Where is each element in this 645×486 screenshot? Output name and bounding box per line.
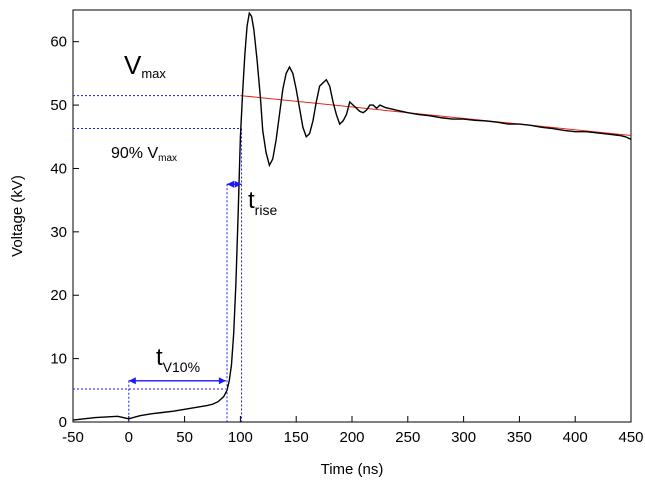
trise-label: trise (248, 187, 277, 218)
x-tick-label: 450 (618, 429, 643, 446)
y-tick-label: 0 (59, 414, 67, 431)
trise-arrow-head-left (227, 180, 235, 188)
v90-label: 90% Vmax (111, 145, 177, 164)
annotation-arrows (128, 180, 242, 385)
x-tick-label: 250 (395, 429, 420, 446)
tv10-arrow-head-right (218, 377, 226, 385)
y-tick-label: 30 (50, 224, 67, 241)
x-tick-label: 300 (451, 429, 476, 446)
tv10-label: tV10% (156, 344, 200, 375)
y-axis-title: Voltage (kV) (9, 175, 26, 257)
y-tick-label: 60 (50, 34, 67, 51)
vmax-label-sub: max (141, 66, 166, 81)
tv10-arrow-head-left (128, 377, 136, 385)
trise-label-base: t (248, 187, 255, 214)
y-tick-label: 10 (50, 351, 67, 368)
y-tick-label: 20 (50, 287, 67, 304)
vmax-label-base: V (124, 50, 142, 80)
voltage-trace (72, 11, 632, 421)
x-tick-label: -50 (62, 429, 84, 446)
x-tick-label: 100 (228, 429, 253, 446)
vmax-label: Vmax (124, 50, 166, 81)
x-tick-label: 150 (284, 429, 309, 446)
trise-label-sub: rise (255, 202, 278, 218)
tv10-label-base: t (156, 344, 163, 371)
x-tick-label: 0 (125, 429, 133, 446)
x-axis: -50 0 50 100 150 200 250 300 350 400 450 (62, 416, 644, 446)
v90-label-base: 90% V (111, 145, 158, 162)
tv10-label-sub: V10% (163, 359, 200, 375)
y-axis: 0 10 20 30 40 50 60 (50, 34, 79, 431)
guide-lines (73, 95, 243, 422)
x-tick-label: 400 (563, 429, 588, 446)
y-tick-label: 40 (50, 160, 67, 177)
x-tick-label: 200 (339, 429, 364, 446)
x-tick-label: 350 (507, 429, 532, 446)
x-tick-label: 50 (176, 429, 193, 446)
x-axis-title: Time (ns) (321, 461, 384, 478)
v90-label-sub: max (158, 153, 177, 164)
trise-arrow-head-right (234, 180, 242, 188)
fit-line (240, 95, 632, 136)
y-tick-label: 50 (50, 97, 67, 114)
